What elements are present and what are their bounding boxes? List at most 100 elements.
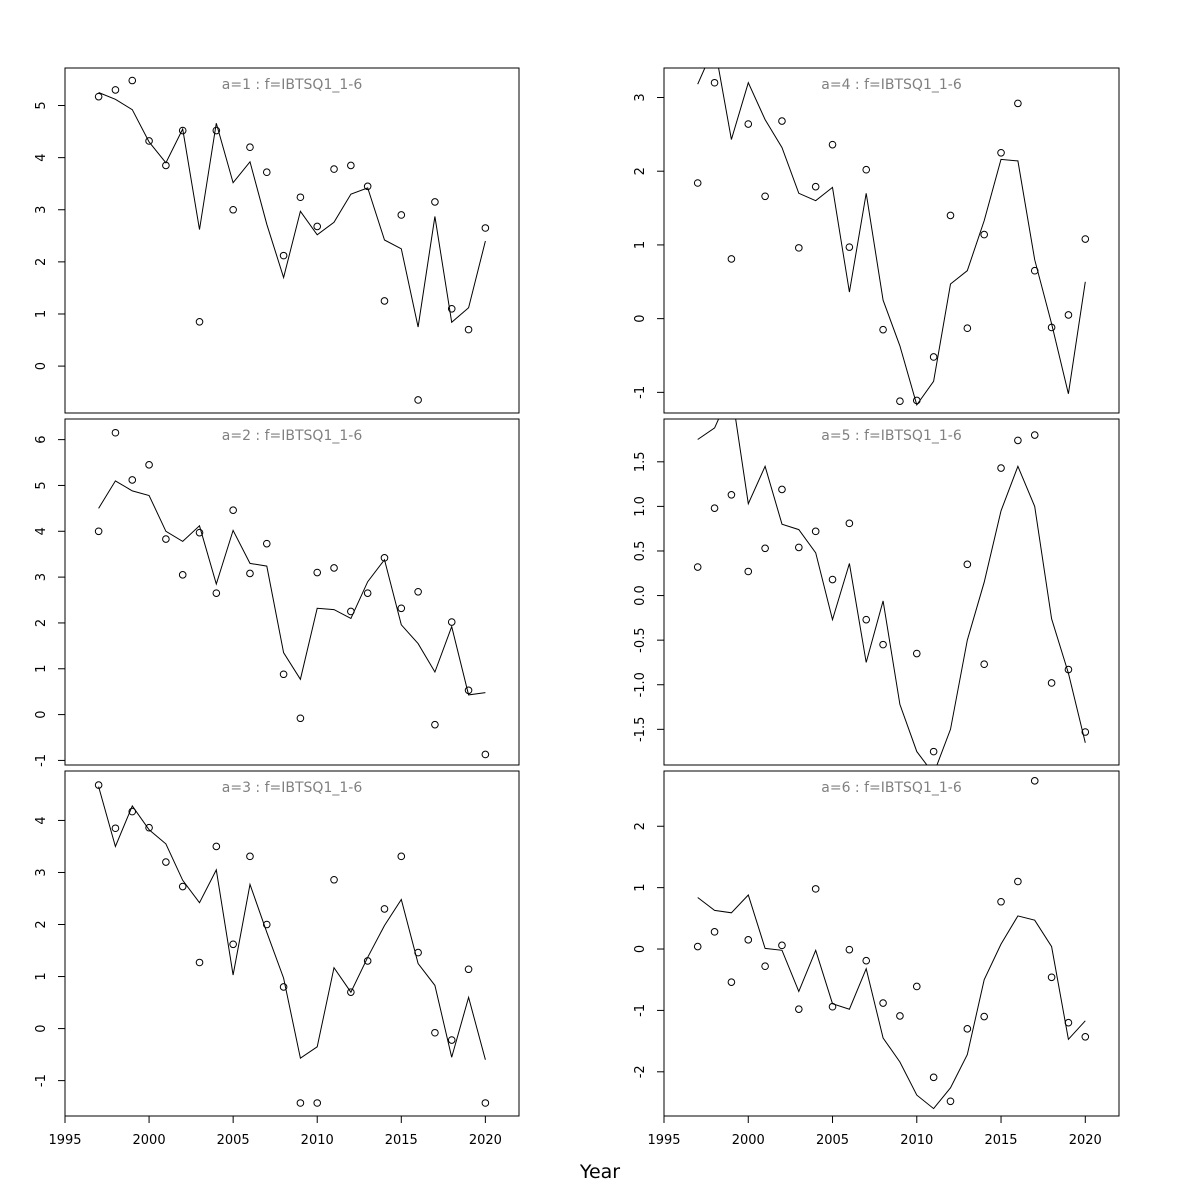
observed-point [997, 464, 1005, 472]
panel-title: a=4 : f=IBTSQ1_1-6 [821, 77, 962, 93]
observed-point [963, 324, 972, 333]
observed-point [330, 564, 338, 572]
observed-point [111, 86, 120, 94]
observed-point [128, 76, 137, 85]
observed-point [1081, 1033, 1090, 1041]
observed-point [929, 747, 938, 756]
observed-point [246, 852, 254, 861]
observed-point [693, 942, 702, 951]
observed-point [464, 325, 473, 334]
observed-point [1064, 665, 1073, 674]
y-tick-label: -1 [34, 754, 49, 767]
observed-point [313, 568, 322, 577]
observed-point [946, 1097, 955, 1106]
y-tick-label: 6 [34, 435, 49, 443]
panel-title: a=1 : f=IBTSQ1_1-6 [222, 77, 363, 93]
y-tick-label: 3 [34, 206, 49, 214]
observed-point [693, 179, 702, 187]
observed-point [727, 490, 736, 499]
observed-point [845, 243, 854, 251]
plot-area [693, 419, 1090, 765]
panel-1: a=1 : f=IBTSQ1_1-6 0 1 2 3 4 5 [34, 67, 520, 414]
observed-point [447, 1036, 456, 1044]
x-tick-label: 2005 [816, 1133, 849, 1148]
observed-point [431, 198, 439, 206]
observed-point [178, 126, 187, 135]
observed-point [744, 567, 753, 576]
panel-title: a=5 : f=IBTSQ1_1-6 [821, 428, 962, 444]
observed-point [145, 137, 153, 145]
observed-point [414, 948, 422, 957]
panel-frame [64, 67, 520, 414]
x-tick-label: 2005 [217, 1133, 250, 1148]
observed-point [431, 720, 439, 729]
y-tick-label: -0.5 [633, 627, 648, 652]
observed-point [262, 168, 271, 177]
panel-5: a=5 : f=IBTSQ1_1-6 -1.5 -1.0 -0.5 0.0 0.5 1.0 1… [633, 418, 1120, 766]
observed-point [1081, 728, 1090, 736]
observed-point [128, 476, 137, 484]
observed-point [778, 485, 786, 494]
observed-point [761, 192, 769, 201]
observed-point [313, 1099, 322, 1107]
observed-point [845, 519, 854, 528]
observed-point [980, 1012, 988, 1021]
y-tick-label: 1 [633, 241, 648, 249]
x-tick-label: 2015 [984, 1133, 1017, 1148]
y-tick-label: 0 [633, 315, 648, 323]
observed-point [1014, 877, 1022, 886]
observed-point [178, 882, 187, 891]
y-tick-label: 4 [34, 527, 49, 535]
observed-point [929, 1073, 938, 1082]
plot-area [94, 428, 490, 759]
observed-point [246, 143, 254, 152]
observed-point [710, 78, 719, 87]
observed-point [347, 988, 355, 996]
fitted-line [697, 419, 1086, 765]
x-tick-label: 1995 [647, 1133, 680, 1148]
observed-point [212, 842, 221, 851]
observed-point [397, 604, 406, 613]
observed-point [727, 978, 736, 986]
observed-point [279, 251, 288, 260]
observed-point [997, 148, 1005, 157]
observed-point [862, 165, 871, 174]
observed-point [313, 222, 322, 231]
observed-point [195, 958, 204, 967]
observed-point [1047, 679, 1056, 687]
observed-point [347, 607, 355, 616]
observed-point [397, 852, 406, 861]
observed-point [94, 92, 103, 101]
observed-point [980, 660, 988, 669]
observed-point [178, 571, 187, 579]
y-tick-label: -2 [633, 1065, 648, 1078]
observed-point [296, 193, 305, 202]
observed-point [912, 396, 921, 405]
observed-point [1030, 777, 1039, 785]
y-tick-label: 3 [633, 93, 648, 101]
observed-point [111, 428, 120, 437]
y-tick-label: 2 [633, 822, 648, 830]
y-tick-label: 1 [34, 665, 49, 673]
x-tick-label: 2020 [469, 1133, 502, 1148]
observed-point [879, 325, 887, 334]
observed-point [128, 807, 137, 816]
observed-point [1047, 973, 1056, 982]
panel-title: a=2 : f=IBTSQ1_1-6 [222, 428, 363, 444]
observed-point [1064, 1018, 1073, 1027]
observed-point [1081, 235, 1090, 243]
observed-point [162, 535, 170, 543]
observed-point [929, 353, 938, 361]
y-tick-label: 2 [633, 167, 648, 175]
observed-point [296, 714, 305, 723]
y-tick-label: 0.0 [633, 585, 648, 606]
observed-point [896, 397, 904, 406]
observed-point [862, 615, 871, 624]
observed-point [879, 640, 887, 649]
observed-point [946, 211, 955, 220]
observed-point [879, 999, 887, 1007]
y-tick-label: 0 [633, 945, 648, 953]
observed-point [212, 589, 221, 597]
observed-point [262, 539, 271, 548]
